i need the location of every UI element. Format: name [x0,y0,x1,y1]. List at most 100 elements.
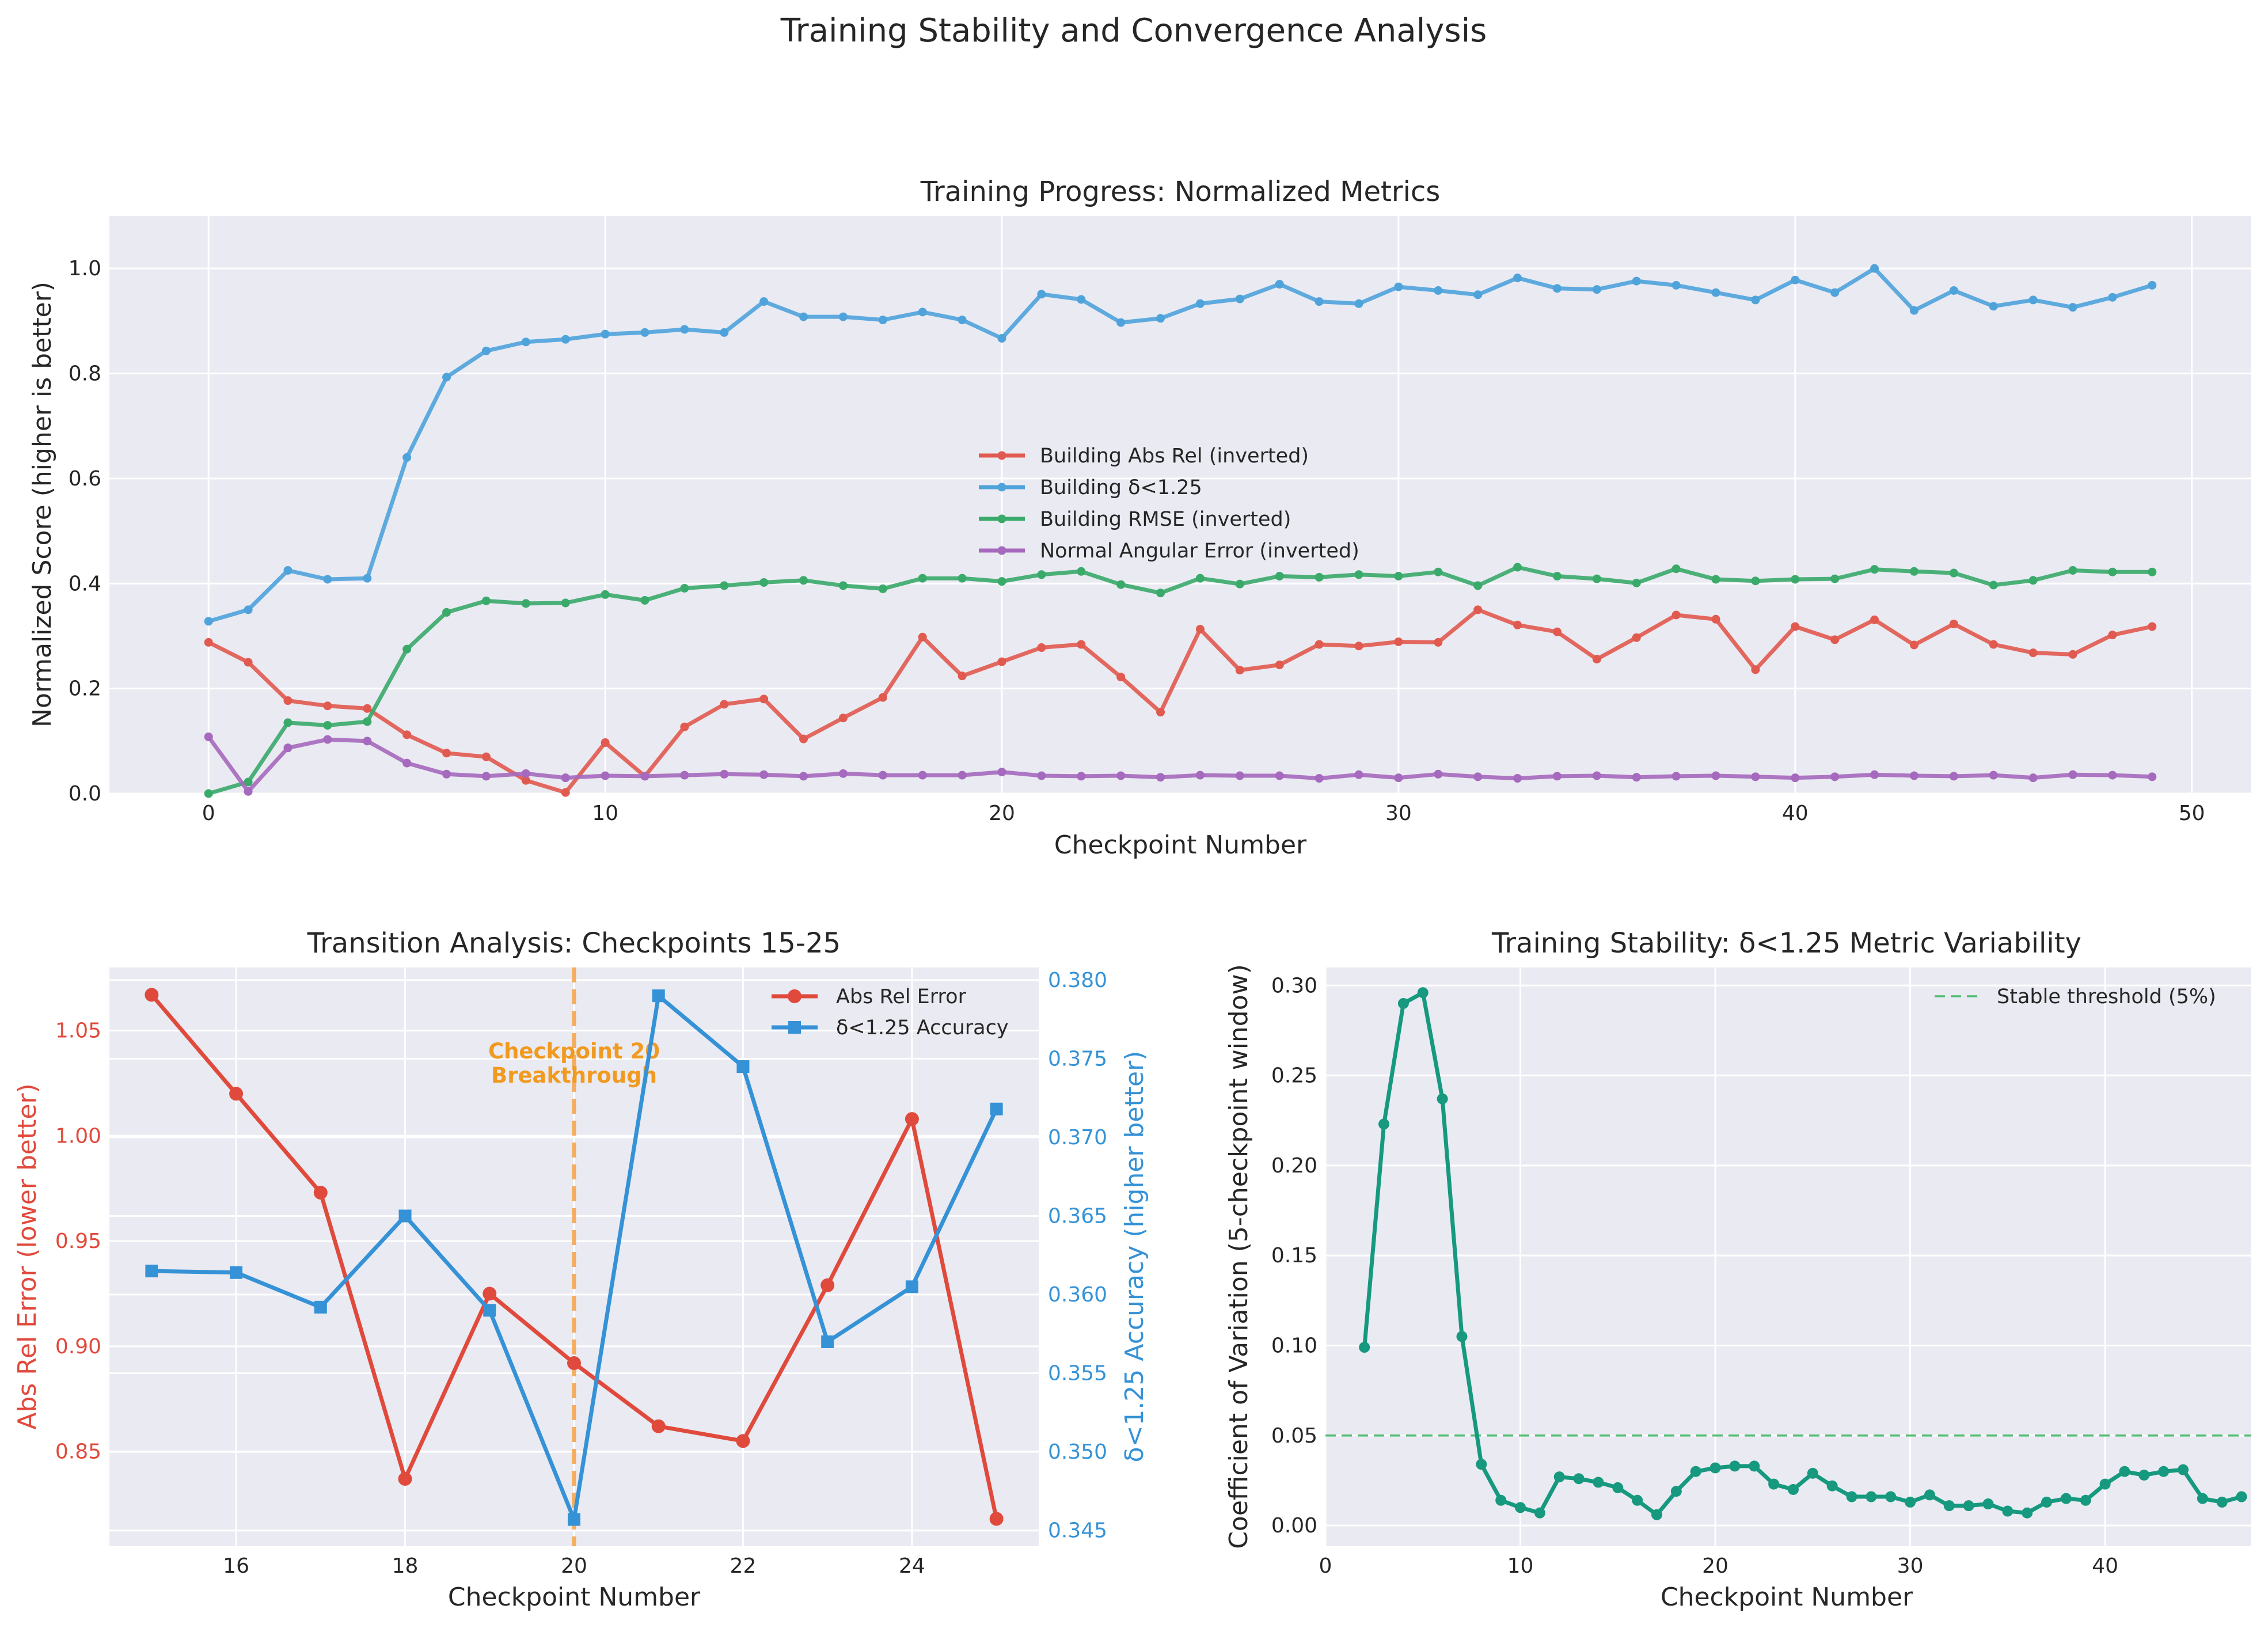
plot-area-p3 [1325,967,2251,1546]
p1-point [1354,642,1363,651]
p1-point [958,671,967,681]
p1-point [1711,575,1720,584]
p1-point [1473,290,1483,299]
p1-point [1315,640,1324,649]
p3-point [1924,1489,1935,1501]
p1-point [1830,635,1840,644]
p1-point [1156,708,1165,717]
p1-point [402,758,412,768]
p1-point [1989,580,1998,590]
p1-point [997,657,1006,666]
p3-point [1515,1502,1526,1513]
p1-point [918,574,927,583]
p3-point [1787,1484,1799,1496]
p1-legend-label: Building RMSE (inverted) [1040,508,1291,531]
p1-point [204,789,213,798]
p3-series-line [1362,991,2243,1517]
p1-legend-marker [997,451,1006,460]
p2-point [652,989,665,1003]
p1-point [1077,567,1086,576]
p3-point [2138,1470,2150,1481]
p1-point [1751,772,1760,781]
p1-point [1671,280,1681,290]
p2-ylabel: Abs Rel Error (lower better) [13,1083,42,1429]
p3-point [1359,1342,1370,1353]
p2-point [398,1209,412,1223]
p1-point [1235,294,1244,303]
p1-ytick-label: 0.0 [69,782,101,806]
p2-annotation-text-2: Breakthrough [491,1063,657,1088]
p1-ytick-label: 0.8 [69,362,101,386]
p1-point [1037,771,1046,780]
p1-point [481,772,491,781]
p1-point [363,574,372,583]
p3-point [1612,1482,1624,1493]
p1-point [1711,771,1720,780]
p1-ytick-label: 0.2 [69,677,101,701]
p3-point [1729,1460,1741,1472]
p1-point [1592,285,1601,294]
p2-series-0 [145,988,1004,1526]
p1-point [204,637,213,647]
p1-point [2148,772,2157,781]
p2-point [145,988,159,1002]
p2-point [989,1512,1004,1526]
p1-point [1552,627,1562,636]
p1-point [1156,773,1165,782]
p1-point [204,617,213,626]
p3-point [1437,1093,1448,1105]
p1-point [720,581,729,590]
p2-y2tick-label: 0.380 [1048,969,1107,992]
panel-training-stability: 0 10 20 30 40 0.00 0.05 0.10 0.15 0.20 0.25 0.30 Tr… [1224,927,2251,1612]
p1-point [1870,565,1879,574]
p1-point [2148,567,2157,576]
p1-point [283,566,292,575]
panel-transition-analysis: 16 18 20 22 24 0.85 0.90 0.95 1.00 1.05 0.345 0.350… [13,927,1149,1612]
p1-point [1751,295,1760,305]
p2-xtick-label: 20 [561,1554,587,1578]
p3-point [1573,1473,1585,1485]
p3-ytick-label: 0.15 [1271,1244,1317,1268]
p1-point [1116,771,1126,780]
p3-point [1417,987,1429,999]
p2-point [820,1278,835,1292]
p1-point [759,297,769,306]
p1-ylabel: Normalized Score (higher is better) [28,282,57,727]
p3-point [1943,1500,1955,1512]
p1-point [1195,299,1205,308]
p1-point [958,316,967,325]
p2-ytick-label: 0.85 [55,1440,101,1464]
p3-xtick-label: 30 [1897,1554,1924,1578]
p1-point [283,696,292,705]
p1-point [442,749,451,758]
p1-point [1275,280,1284,289]
p1-point [601,329,610,339]
p1-point [521,337,530,347]
p3-ytick-label: 0.20 [1271,1154,1317,1178]
p3-ytick-label: 0.25 [1271,1064,1317,1088]
p1-point [1909,771,1919,780]
p1-point [1394,572,1403,581]
p1-title: Training Progress: Normalized Metrics [920,176,1441,208]
p1-point [481,596,491,605]
p1-point [283,743,292,753]
p2-y2tick-label: 0.350 [1048,1440,1107,1464]
p3-point [1709,1462,1721,1474]
p1-point [481,752,491,761]
p1-point [680,583,689,593]
p1-point [838,581,848,590]
p2-y2tick-label: 0.360 [1048,1283,1107,1307]
p3-point [2080,1494,2091,1506]
p1-series-1 [204,264,2157,626]
p1-point [1195,771,1205,780]
p2-xlabel: Checkpoint Number [448,1583,701,1612]
p2-point [229,1087,244,1101]
p1-point [720,328,729,337]
p2-ytick-label: 1.05 [55,1019,101,1043]
p2-xtick-label: 24 [899,1554,925,1578]
p3-point [1670,1486,1682,1497]
p1-legend-label: Building δ<1.25 [1040,476,1202,499]
p2-y2tick-label: 0.365 [1048,1204,1107,1228]
p1-xtick-label: 20 [989,802,1015,825]
